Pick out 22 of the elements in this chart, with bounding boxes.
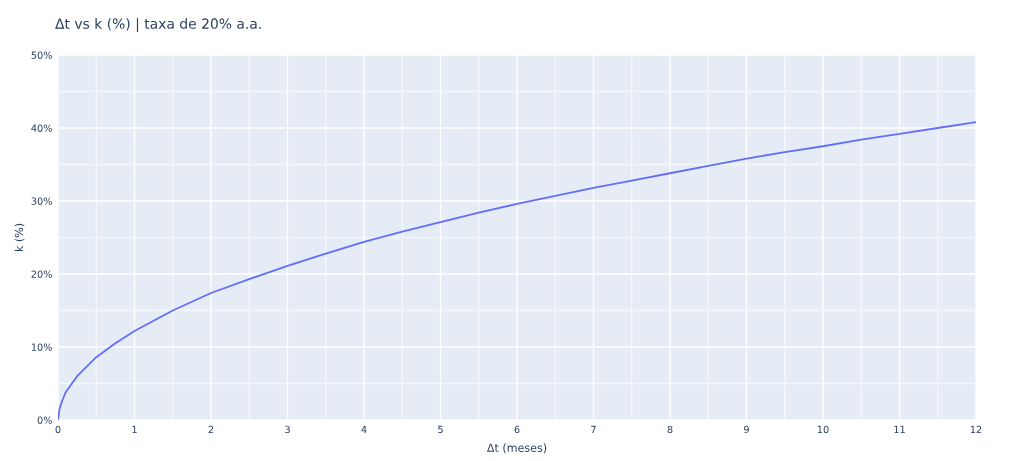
x-tick-label: 8: [667, 425, 673, 434]
x-tick-label: 4: [361, 425, 367, 433]
x-tick-label: 6: [514, 425, 520, 434]
y-tick-label: 40%: [31, 124, 52, 132]
x-tick-label: 2: [208, 425, 214, 433]
x-tick-label: 11: [894, 425, 905, 433]
y-tick-label: 30%: [31, 197, 52, 205]
x-tick-label: 9: [744, 425, 749, 434]
y-tick-label: 50%: [31, 51, 52, 59]
x-tick-label: 12: [970, 425, 982, 433]
x-tick-label: 10: [817, 425, 829, 434]
x-tick-label: 5: [438, 425, 443, 434]
y-axis-title: k (%): [14, 223, 25, 252]
x-tick-label: 0: [55, 425, 61, 434]
y-tick-label: 0%: [37, 416, 52, 424]
y-tick-label: 20%: [31, 270, 52, 278]
chart-title: Δt vs k (%) | taxa de 20% a.a.: [55, 18, 261, 32]
x-tick-label: 1: [132, 425, 137, 433]
x-axis-title: Δt (meses): [486, 443, 547, 454]
y-tick-label: 10%: [31, 343, 52, 351]
x-tick-label: 7: [591, 425, 596, 433]
x-tick-label: 3: [285, 425, 290, 434]
